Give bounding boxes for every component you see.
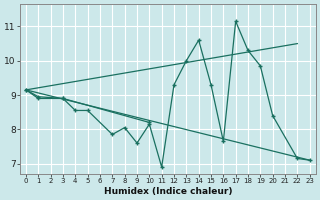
X-axis label: Humidex (Indice chaleur): Humidex (Indice chaleur) [104, 187, 232, 196]
